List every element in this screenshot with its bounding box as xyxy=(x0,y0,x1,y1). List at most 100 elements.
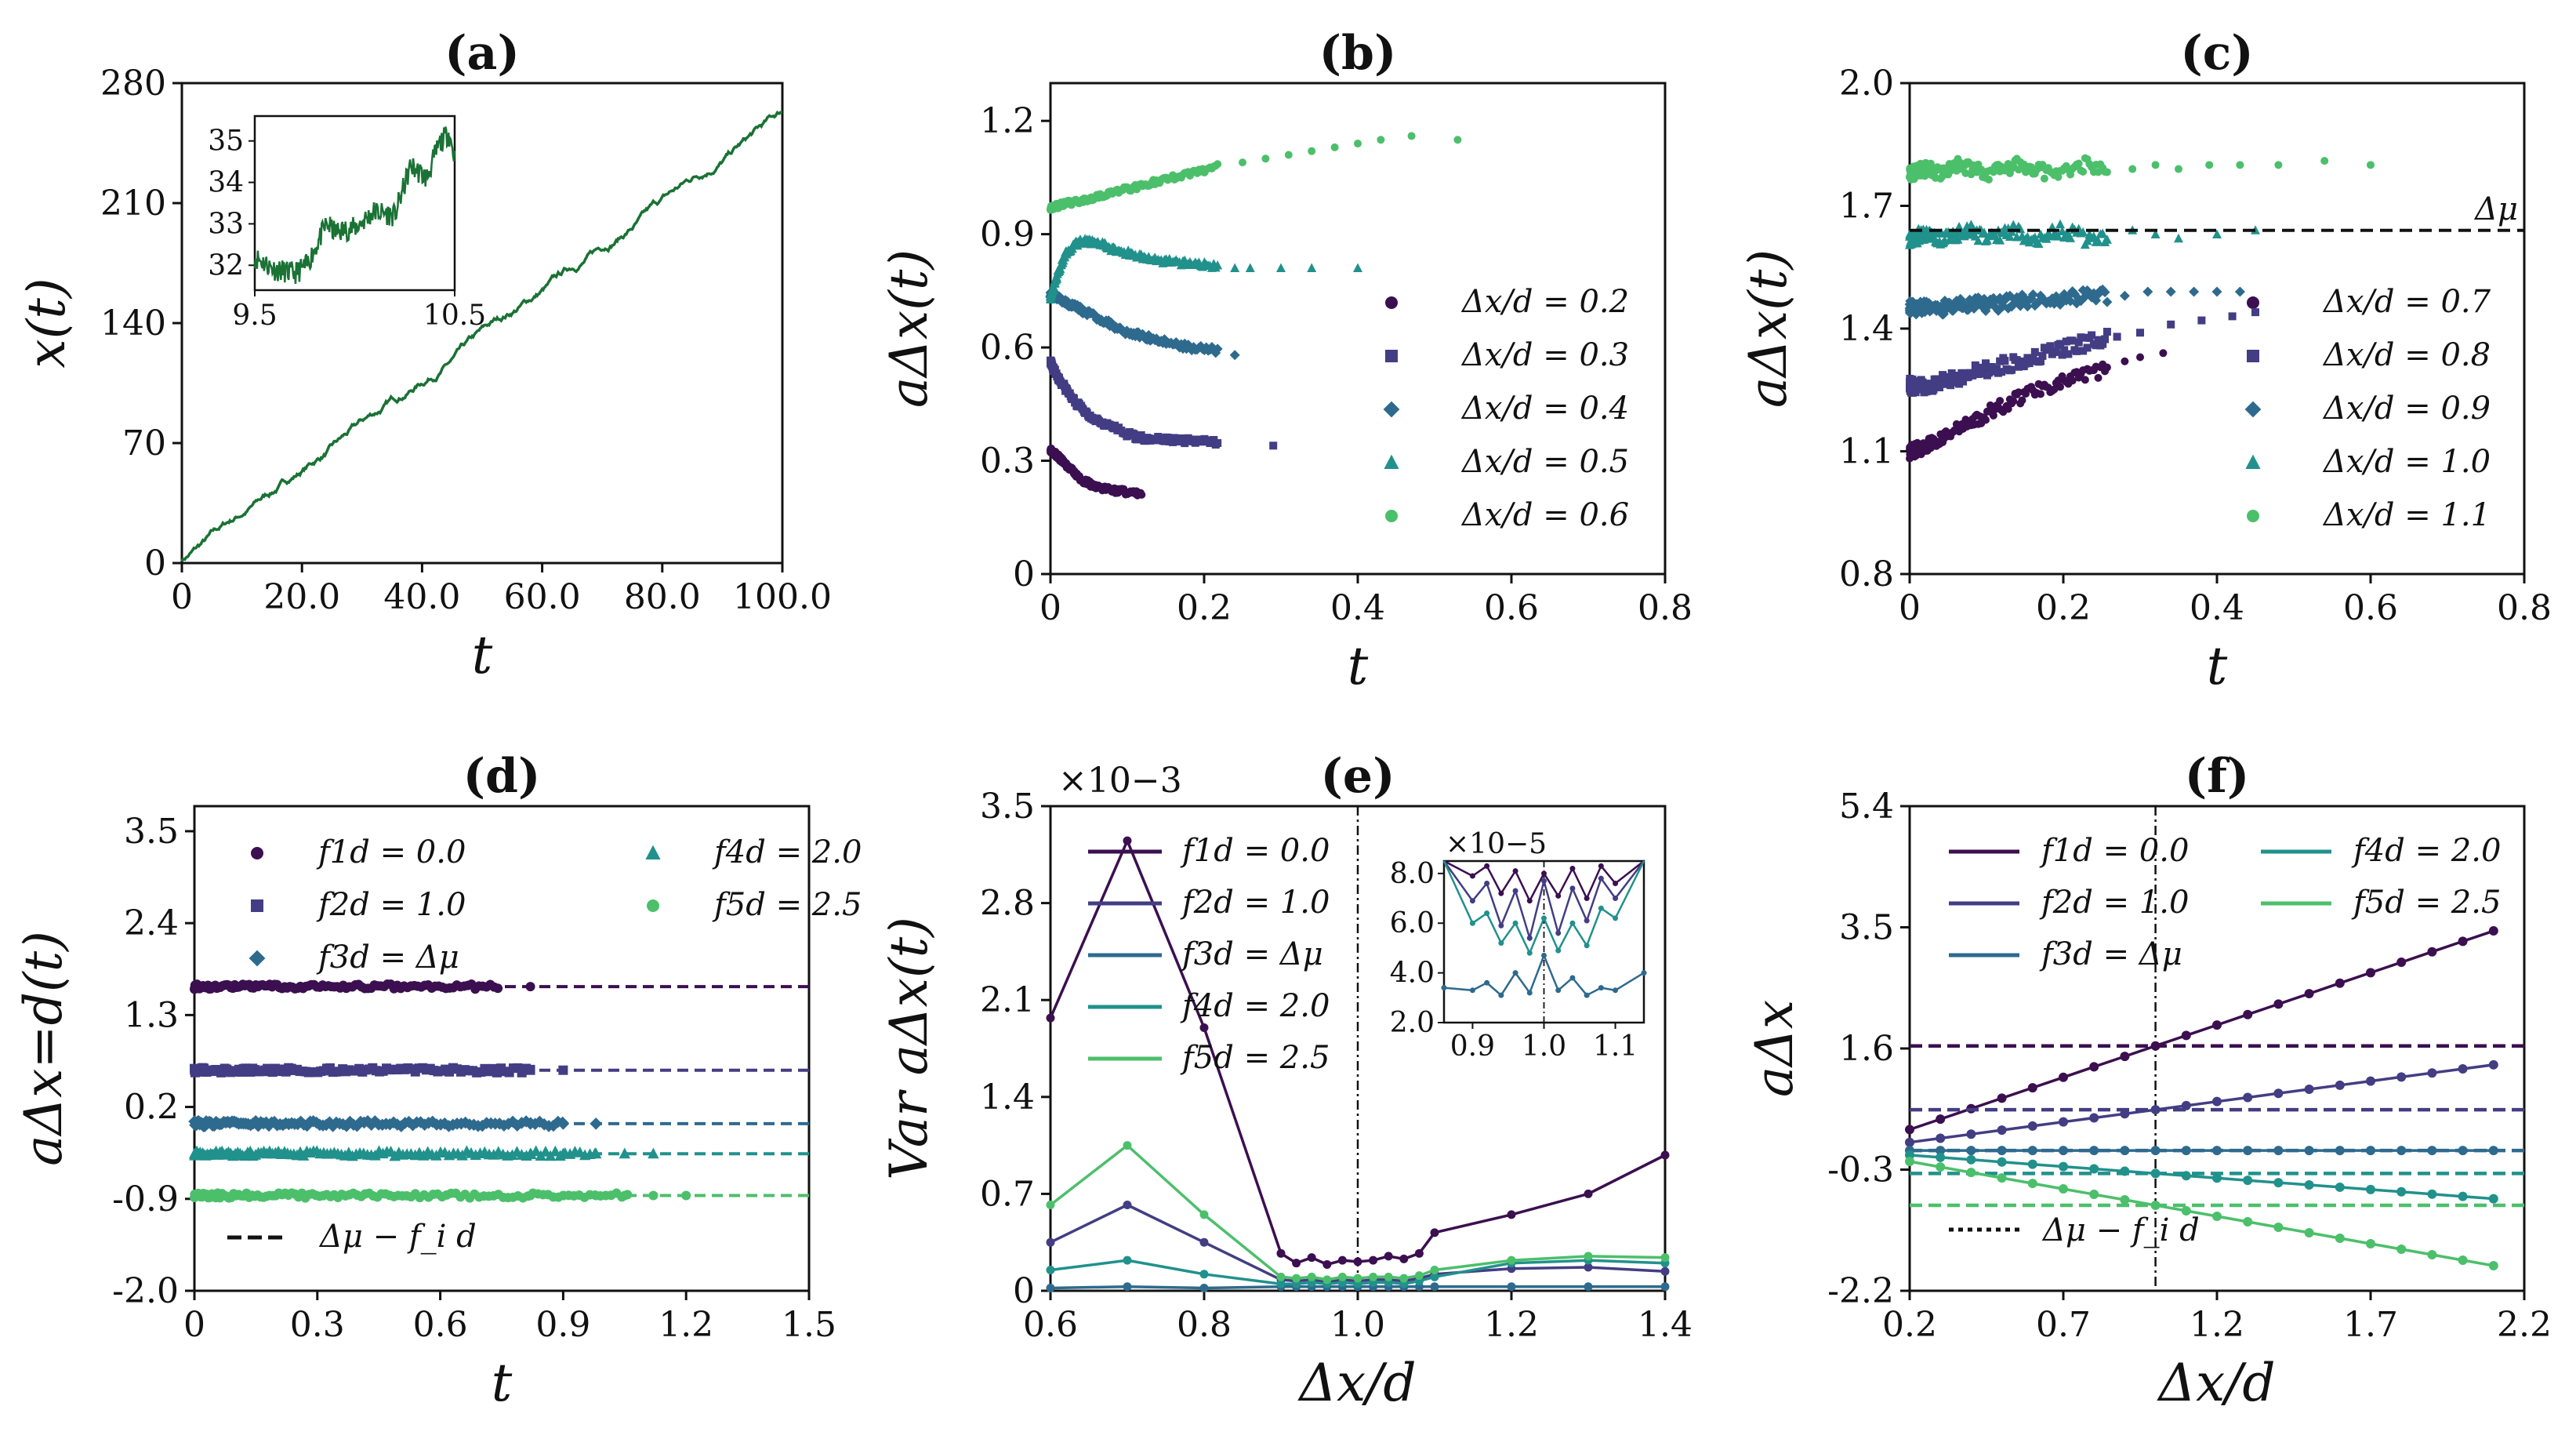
data-point xyxy=(1322,1275,1332,1285)
data-point xyxy=(2136,329,2144,337)
data-point xyxy=(2056,340,2065,348)
data-point xyxy=(2088,331,2096,340)
data-point xyxy=(1584,1263,1593,1272)
data-point xyxy=(1385,510,1398,522)
x-tick-label: 0.4 xyxy=(1330,588,1385,628)
data-point xyxy=(1385,296,1398,309)
y-tick-label: 3.5 xyxy=(980,787,1035,827)
x-axis-label: t xyxy=(492,1353,513,1413)
data-point xyxy=(2181,1171,2191,1181)
data-point xyxy=(1979,363,1987,372)
data-point xyxy=(2212,1020,2222,1030)
data-point xyxy=(1584,918,1590,924)
data-point xyxy=(2005,231,2015,242)
data-point xyxy=(2089,1164,2099,1174)
data-point xyxy=(2078,227,2088,237)
delta-mu-label: Δμ xyxy=(2473,191,2518,227)
data-point xyxy=(648,1190,659,1201)
panel-title: (a) xyxy=(444,26,520,81)
data-point xyxy=(2251,308,2259,317)
data-point xyxy=(2074,338,2083,347)
legend-label-3: Δx/d = 1.0 xyxy=(2322,444,2491,480)
y-tick-label: 3.5 xyxy=(124,812,179,852)
data-point xyxy=(2320,157,2329,165)
data-point xyxy=(1123,1282,1132,1292)
data-point xyxy=(1052,274,1062,283)
data-point xyxy=(2068,336,2077,345)
data-point xyxy=(1498,940,1504,947)
data-point xyxy=(539,1145,552,1157)
data-point xyxy=(591,1190,601,1201)
data-point xyxy=(2228,312,2237,321)
y-axis-label: aΔx xyxy=(1744,1000,1805,1097)
y-axis-label: aΔx=d(t) xyxy=(13,931,74,1166)
series-line xyxy=(1909,929,2494,1132)
data-point xyxy=(2175,165,2182,173)
data-point xyxy=(2273,999,2284,1009)
data-point xyxy=(2027,1179,2037,1189)
legend-label-1: f2d = 1.0 xyxy=(1180,885,1330,921)
trajectory-line xyxy=(180,110,782,562)
y-tick-label: 1.3 xyxy=(124,995,179,1035)
data-point xyxy=(1469,987,1475,994)
y-axis-label: aΔx(t) xyxy=(1738,249,1798,408)
data-point xyxy=(1512,970,1518,976)
data-point xyxy=(1123,836,1132,845)
data-point xyxy=(1584,1252,1593,1261)
legend-label-0: Δx/d = 0.2 xyxy=(1460,284,1629,320)
data-point xyxy=(1984,175,1993,184)
data-point xyxy=(1905,1125,1914,1135)
data-point xyxy=(1512,888,1518,894)
data-point xyxy=(1369,1255,1378,1265)
data-point xyxy=(619,1190,629,1201)
data-point xyxy=(2335,1233,2345,1243)
data-point xyxy=(2099,287,2110,298)
data-point xyxy=(2018,396,2026,405)
data-point xyxy=(525,1190,535,1201)
data-point xyxy=(2030,347,2039,356)
data-point xyxy=(2089,1190,2099,1200)
data-point xyxy=(2335,978,2345,988)
data-point xyxy=(1660,1253,1670,1263)
data-point xyxy=(2079,347,2088,355)
data-point xyxy=(2304,1085,2314,1095)
data-point xyxy=(2093,236,2103,245)
data-point xyxy=(1995,235,2005,245)
data-point xyxy=(1569,866,1576,872)
legend-label-4: f5d = 2.5 xyxy=(1180,1040,1330,1076)
data-point xyxy=(1979,227,1990,237)
data-point xyxy=(2094,373,2103,382)
data-point xyxy=(1966,1154,1976,1165)
data-point xyxy=(2189,286,2200,297)
data-point xyxy=(2458,1191,2468,1201)
x-tick-label: 0.8 xyxy=(1177,1305,1232,1345)
data-point xyxy=(1966,1168,1976,1178)
y-tick-label: 5.4 xyxy=(1839,787,1894,827)
data-point xyxy=(2273,1146,2284,1156)
data-point xyxy=(645,845,661,859)
legend-label-4: Δx/d = 1.1 xyxy=(2322,497,2491,533)
y-tick-label: 1.7 xyxy=(1839,187,1894,227)
data-point xyxy=(2027,289,2038,300)
data-point xyxy=(2181,1100,2191,1110)
y-tick-label: 3.5 xyxy=(1839,908,1894,948)
data-point xyxy=(2427,1146,2437,1156)
data-point xyxy=(1966,1146,1976,1156)
data-point xyxy=(2212,1173,2222,1183)
legend-label-2: f3d = Δμ xyxy=(1180,936,1323,972)
data-point xyxy=(1598,875,1604,881)
data-point xyxy=(1377,136,1385,144)
data-point xyxy=(2120,1195,2130,1205)
data-point xyxy=(1936,1152,1946,1162)
data-point xyxy=(1526,898,1533,904)
y-tick-label: 0 xyxy=(1013,554,1035,594)
data-point xyxy=(2060,346,2069,354)
data-point xyxy=(2396,1146,2407,1156)
data-point xyxy=(2205,161,2214,169)
data-point xyxy=(1484,910,1490,917)
legend-dotted-label: Δμ − f_i d xyxy=(2041,1212,2200,1248)
data-point xyxy=(2458,936,2468,947)
data-point xyxy=(1308,147,1316,155)
y-tick-label: 280 xyxy=(100,64,166,104)
inset-y-label: 33 xyxy=(208,208,244,240)
